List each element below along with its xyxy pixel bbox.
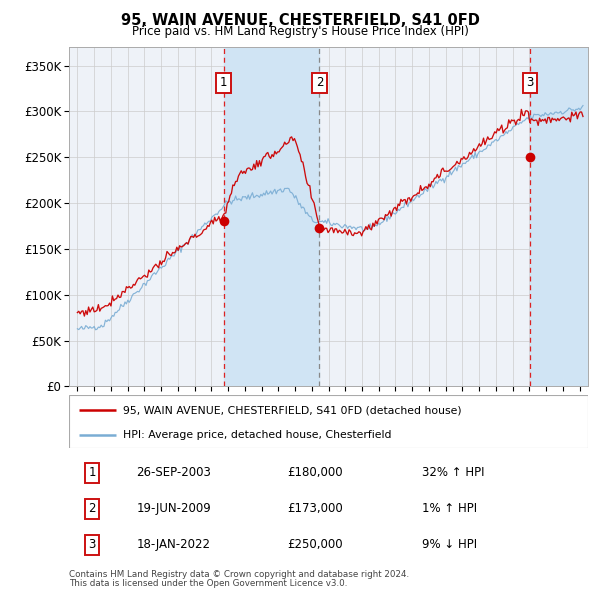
Text: Price paid vs. HM Land Registry's House Price Index (HPI): Price paid vs. HM Land Registry's House … [131, 25, 469, 38]
Text: £180,000: £180,000 [287, 466, 343, 479]
Text: 32% ↑ HPI: 32% ↑ HPI [422, 466, 484, 479]
Text: 1% ↑ HPI: 1% ↑ HPI [422, 502, 477, 516]
Text: 95, WAIN AVENUE, CHESTERFIELD, S41 0FD: 95, WAIN AVENUE, CHESTERFIELD, S41 0FD [121, 13, 479, 28]
Text: 9% ↓ HPI: 9% ↓ HPI [422, 539, 477, 552]
Text: 1: 1 [220, 76, 227, 89]
Text: 2: 2 [89, 502, 96, 516]
Bar [224, 47, 319, 386]
Text: 19-JUN-2009: 19-JUN-2009 [136, 502, 211, 516]
Text: Contains HM Land Registry data © Crown copyright and database right 2024.: Contains HM Land Registry data © Crown c… [69, 570, 409, 579]
FancyBboxPatch shape [69, 395, 588, 448]
Text: HPI: Average price, detached house, Chesterfield: HPI: Average price, detached house, Ches… [124, 430, 392, 440]
Text: 3: 3 [89, 539, 96, 552]
Text: £250,000: £250,000 [287, 539, 343, 552]
Text: 2: 2 [316, 76, 323, 89]
Text: 95, WAIN AVENUE, CHESTERFIELD, S41 0FD (detached house): 95, WAIN AVENUE, CHESTERFIELD, S41 0FD (… [124, 405, 462, 415]
Text: 26-SEP-2003: 26-SEP-2003 [136, 466, 211, 479]
Text: 3: 3 [527, 76, 534, 89]
Bar [530, 47, 588, 386]
Text: 18-JAN-2022: 18-JAN-2022 [136, 539, 211, 552]
Text: £173,000: £173,000 [287, 502, 343, 516]
Text: This data is licensed under the Open Government Licence v3.0.: This data is licensed under the Open Gov… [69, 579, 347, 588]
Text: 1: 1 [89, 466, 96, 479]
